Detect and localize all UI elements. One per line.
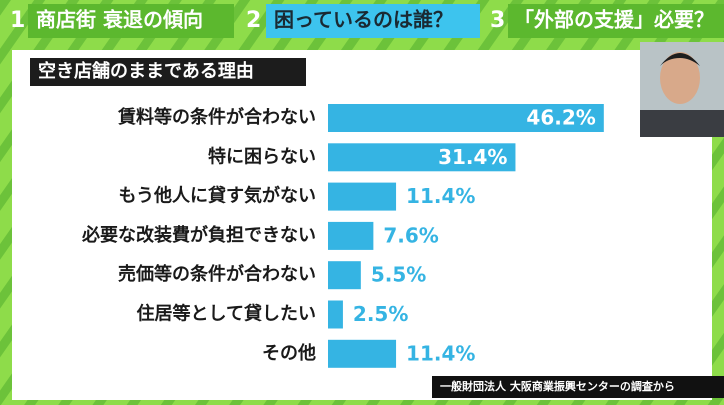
chart-title: 空き店舗のままである理由 bbox=[38, 60, 254, 82]
bar bbox=[328, 300, 343, 329]
value-label: 46.2% bbox=[526, 106, 595, 130]
tab-number: 1 bbox=[10, 8, 25, 33]
tab-number: 2 bbox=[246, 8, 261, 33]
category-label: その他 bbox=[262, 342, 316, 364]
bar bbox=[328, 339, 397, 368]
tab-label: 「外部の支援」必要？ bbox=[514, 8, 714, 32]
tab: 2 困っているのは誰？ bbox=[246, 4, 480, 38]
bar bbox=[328, 104, 604, 132]
tab-box bbox=[508, 4, 724, 38]
value-label: 2.5% bbox=[353, 302, 408, 326]
tab-label: 困っているのは誰？ bbox=[274, 8, 453, 32]
value-label: 11.4% bbox=[406, 184, 475, 208]
value-label: 31.4% bbox=[438, 145, 507, 169]
category-label: 住居等として貸したい bbox=[137, 303, 316, 325]
tab-box bbox=[266, 4, 480, 38]
bar bbox=[328, 143, 516, 172]
tab: 1 商店街 衰退の傾向 bbox=[10, 4, 234, 38]
category-label: 賃料等の条件が合わない bbox=[117, 106, 316, 128]
bar bbox=[328, 182, 397, 211]
source-box bbox=[432, 376, 724, 398]
tab-box bbox=[28, 4, 234, 38]
value-label: 7.6% bbox=[383, 223, 438, 247]
presenter-video bbox=[640, 42, 724, 137]
tab-number: 3 bbox=[490, 8, 505, 33]
tab: 3 「外部の支援」必要？ bbox=[490, 4, 724, 38]
title-box bbox=[30, 58, 306, 86]
bar bbox=[328, 221, 374, 250]
source: 一般財団法人 大阪商業振興センターの調査から bbox=[440, 379, 675, 393]
value-label: 5.5% bbox=[371, 263, 426, 287]
category-label: 特に困らない bbox=[208, 145, 316, 167]
bar bbox=[328, 261, 361, 290]
category-label: 売価等の条件が合わない bbox=[118, 263, 316, 285]
value-label: 11.4% bbox=[406, 341, 475, 365]
category-label: 必要な改装費が負担できない bbox=[81, 224, 316, 246]
category-label: もう他人に貸す気がない bbox=[119, 185, 316, 207]
tab-label: 商店街 衰退の傾向 bbox=[36, 8, 203, 32]
